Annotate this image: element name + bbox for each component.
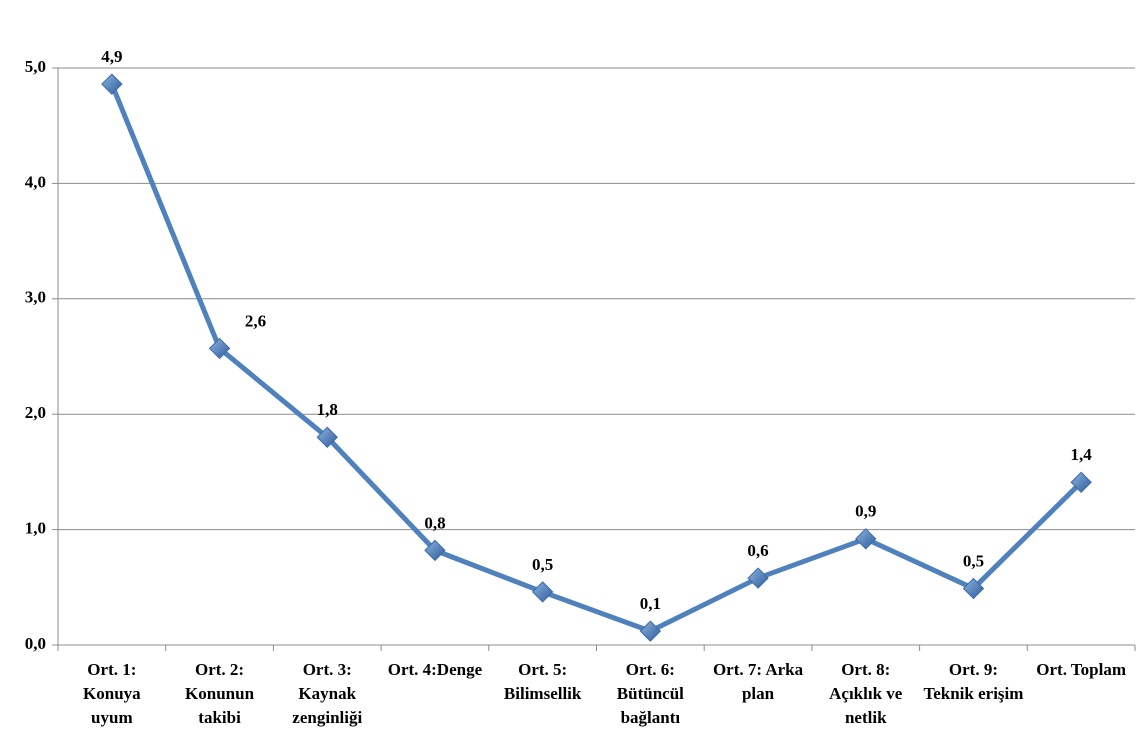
x-tick-label: Ort. 1: Konuya uyum bbox=[83, 660, 141, 727]
data-point bbox=[1070, 471, 1092, 493]
y-tick-label: 5,0 bbox=[25, 57, 46, 76]
y-tick-label: 0,0 bbox=[25, 634, 46, 653]
x-tick-label: Ort. 6: Bütüncül bağlantı bbox=[616, 660, 684, 727]
x-tick-label: Ort. 4:Denge bbox=[387, 660, 483, 679]
x-tick-label: Ort. 2: Konunun takibi bbox=[185, 660, 255, 727]
data-point bbox=[531, 581, 554, 603]
x-tick-label: Ort. 8: Açıklık ve netlik bbox=[829, 660, 903, 727]
x-tick-label: Ort. 5: Bilimsellik bbox=[503, 660, 582, 703]
data-label: 0,8 bbox=[424, 513, 445, 532]
data-label: 0,6 bbox=[747, 541, 768, 560]
y-tick-label: 4,0 bbox=[25, 172, 46, 191]
x-tick-label: Ort. Toplam bbox=[1036, 660, 1127, 679]
y-tick-label: 2,0 bbox=[25, 403, 46, 422]
data-point bbox=[316, 426, 338, 448]
y-tick-label: 1,0 bbox=[25, 519, 46, 538]
data-line bbox=[109, 83, 1083, 634]
data-label: 1,4 bbox=[1071, 445, 1093, 464]
data-point bbox=[962, 577, 985, 600]
y-tick-label: 3,0 bbox=[25, 288, 46, 307]
x-tick-label: Ort. 7: Arka plan bbox=[712, 660, 804, 703]
data-label: 0,5 bbox=[963, 551, 984, 570]
data-point bbox=[208, 337, 231, 360]
data-label: 2,6 bbox=[245, 311, 266, 330]
data-point bbox=[639, 620, 662, 642]
x-tick-label: Ort. 9: Teknik erişim bbox=[923, 660, 1024, 703]
data-label: 0,9 bbox=[855, 502, 876, 521]
data-point bbox=[101, 73, 123, 95]
data-point bbox=[424, 539, 446, 562]
data-label: 0,5 bbox=[532, 555, 553, 574]
x-tick-label: Ort. 3: Kaynak zenginliği bbox=[292, 660, 363, 727]
data-point bbox=[855, 528, 877, 550]
data-label: 4,9 bbox=[101, 47, 122, 66]
data-point bbox=[747, 567, 769, 589]
data-label: 0,1 bbox=[640, 594, 661, 613]
data-label: 1,8 bbox=[317, 400, 338, 419]
